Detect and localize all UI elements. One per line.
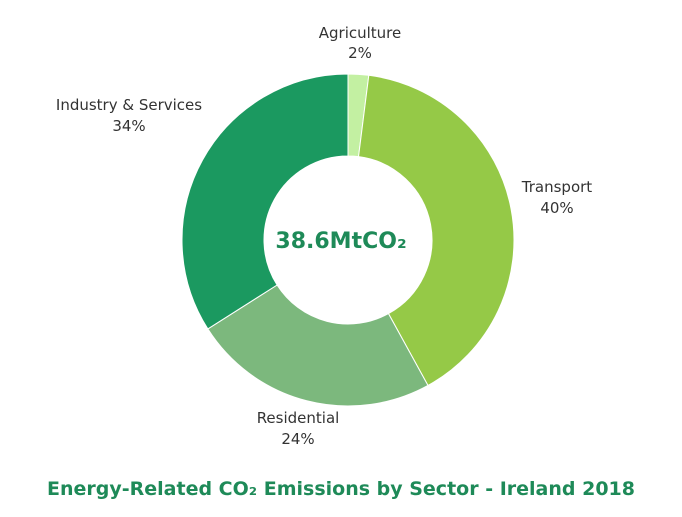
donut-slices: [181, 73, 515, 407]
slice-value-residential: 24%: [281, 430, 314, 448]
center-total-label: 38.6MtCO₂: [275, 229, 406, 254]
slice-transport: [357, 74, 515, 387]
chart-title: Energy-Related CO₂ Emissions by Sector -…: [47, 478, 635, 500]
slice-label-industry-services: Industry & Services 34%: [56, 96, 202, 135]
slice-industry-services: [181, 73, 349, 330]
slice-value-transport: 40%: [540, 199, 573, 217]
slice-residential: [207, 284, 429, 407]
slice-name-residential: Residential: [257, 409, 340, 427]
slice-value-agriculture: 2%: [348, 44, 372, 62]
slice-name-transport: Transport: [521, 178, 593, 196]
slice-label-transport: Transport 40%: [521, 178, 593, 217]
slice-name-industry-services: Industry & Services: [56, 96, 202, 114]
slice-label-agriculture: Agriculture 2%: [319, 24, 402, 62]
slice-label-residential: Residential 24%: [257, 409, 340, 448]
slice-name-agriculture: Agriculture: [319, 24, 402, 42]
slice-value-industry-services: 34%: [112, 117, 145, 135]
